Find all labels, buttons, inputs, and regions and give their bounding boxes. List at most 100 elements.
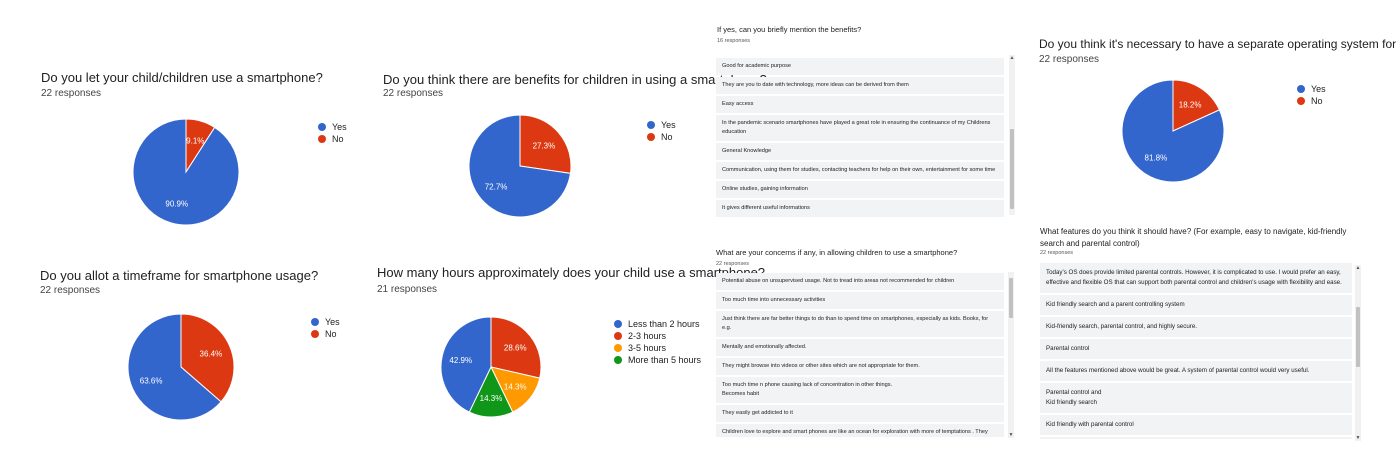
response-count: 22 responses xyxy=(41,88,102,99)
scrollbar[interactable]: ▼ xyxy=(1008,272,1014,438)
legend-swatch xyxy=(311,330,319,338)
legend-swatch xyxy=(1297,85,1305,93)
answer-list[interactable]: Potential abuse on unsupervised usage. N… xyxy=(716,273,1004,437)
legend-label: More than 5 hours xyxy=(628,355,702,365)
pie-slice-yes xyxy=(1121,79,1225,183)
legend-swatch xyxy=(614,344,622,352)
response-count: 22 responses xyxy=(383,88,444,99)
pie-data-label: 72.7% xyxy=(485,183,508,192)
pie-slice-yes xyxy=(468,114,572,218)
answer-item: Kid-friendly search, parental control, a… xyxy=(1040,317,1352,337)
legend-item: No xyxy=(318,133,347,145)
legend-swatch xyxy=(1297,97,1305,105)
legend-item: No xyxy=(647,131,676,143)
answer-item: In the pandemic scenario smartphones hav… xyxy=(716,115,1004,141)
legend-label: Yes xyxy=(325,317,340,327)
response-count: 22 responses xyxy=(716,261,750,267)
answer-item: Too much time into unnecessary activitie… xyxy=(716,292,1004,309)
response-count: 16 responses xyxy=(717,38,751,44)
answer-item: Online studies, gaining information xyxy=(716,181,1004,198)
answer-item: They are you to date with technology, mo… xyxy=(716,77,1004,94)
legend-swatch xyxy=(647,133,655,141)
answer-item: Mentally and emotionally affected. xyxy=(716,339,1004,356)
pie-slice-less-than-2-hours xyxy=(440,316,492,413)
answer-item: They easily get addicted to it xyxy=(716,405,1004,422)
chart-legend: Yes No xyxy=(1297,83,1326,107)
pie-data-label: 14.3% xyxy=(480,394,503,403)
response-count: 21 responses xyxy=(377,284,438,295)
scrollbar[interactable]: ▲ ▼ xyxy=(1355,265,1361,441)
answer-item: Children love to explore and smart phone… xyxy=(716,424,1004,437)
legend-item: Yes xyxy=(311,316,340,328)
response-count: 22 responses xyxy=(40,285,101,296)
pie-data-label: 9.1% xyxy=(186,136,204,145)
question-title: How many hours approximately does your c… xyxy=(377,265,766,280)
legend-label: Yes xyxy=(332,122,347,132)
scrollbar[interactable]: ▲ xyxy=(1009,55,1015,215)
legend-label: 2-3 hours xyxy=(628,331,667,341)
legend-item: Yes xyxy=(1297,83,1326,95)
pie-slice-no xyxy=(519,114,572,174)
pie-data-label: 81.8% xyxy=(1145,154,1168,163)
pie-data-label: 42.9% xyxy=(449,356,472,365)
answer-item: They might browse into videos or other s… xyxy=(716,358,1004,375)
pie-slice-2-3-hours xyxy=(490,316,542,379)
legend-swatch xyxy=(647,121,655,129)
scroll-thumb[interactable] xyxy=(1009,278,1013,318)
pie-data-label: 28.6% xyxy=(504,344,527,353)
legend-swatch xyxy=(614,356,622,364)
question-title: What features do you think it should hav… xyxy=(1040,227,1347,248)
pie-slice-yes xyxy=(132,118,240,226)
answer-item: All the features mentioned above would b… xyxy=(1040,361,1352,381)
legend-item: 3-5 hours xyxy=(614,342,701,354)
legend-item: Yes xyxy=(318,121,347,133)
answer-list[interactable]: Today's OS does provide limited parental… xyxy=(1040,263,1352,439)
response-count: 22 responses xyxy=(1040,250,1074,256)
question-title: Do you allot a timeframe for smartphone … xyxy=(40,268,319,283)
scroll-down-icon[interactable]: ▼ xyxy=(1355,435,1361,441)
scroll-thumb[interactable] xyxy=(1010,129,1014,209)
question-title: What are your concerns if any, in allowi… xyxy=(716,248,958,257)
answer-item: Just think there are far better things t… xyxy=(716,311,1004,337)
legend-item: Less than 2 hours xyxy=(614,318,701,330)
legend-item: 2-3 hours xyxy=(614,330,701,342)
pie-data-label: 90.9% xyxy=(165,200,188,209)
question-title: If yes, can you briefly mention the bene… xyxy=(717,25,862,34)
legend-swatch xyxy=(318,135,326,143)
answer-item: Parental control and Kid friendly search xyxy=(1040,383,1352,413)
legend-label: No xyxy=(325,329,337,339)
pie-slice-yes xyxy=(127,313,222,421)
legend-swatch xyxy=(318,123,326,131)
answer-item: General Knowledge xyxy=(716,143,1004,160)
legend-label: No xyxy=(332,134,344,144)
chart-legend: Yes No xyxy=(311,316,340,340)
answer-item: Communication, using them for studies, c… xyxy=(716,162,1004,179)
legend-label: Yes xyxy=(661,120,676,130)
pie-data-label: 36.4% xyxy=(200,349,223,358)
chart-legend: Less than 2 hours 2-3 hours 3-5 hours More … xyxy=(614,318,701,366)
scroll-down-icon[interactable]: ▼ xyxy=(1008,432,1014,438)
scroll-thumb[interactable] xyxy=(1356,307,1360,367)
answer-item: Kid friendly with parental control xyxy=(1040,415,1352,435)
pie-slice-no xyxy=(1172,79,1221,132)
question-title: Do you let your child/children use a sma… xyxy=(41,70,323,85)
chart-legend: Yes No xyxy=(318,121,347,145)
question-title: Do you think it's necessary to have a se… xyxy=(1039,37,1400,51)
legend-swatch xyxy=(614,332,622,340)
answer-item: Parental control xyxy=(1040,339,1352,359)
answer-item: Educative contents, parental control, Ab… xyxy=(1040,437,1352,439)
legend-swatch xyxy=(311,318,319,326)
answer-list[interactable]: Good for academic purpose They are you to… xyxy=(716,58,1004,218)
scroll-up-icon[interactable]: ▲ xyxy=(1355,265,1361,271)
answer-item: Today's OS does provide limited parental… xyxy=(1040,263,1352,293)
pie-data-label: 63.6% xyxy=(140,377,163,386)
legend-swatch xyxy=(614,320,622,328)
legend-item: No xyxy=(311,328,340,340)
scroll-up-icon[interactable]: ▲ xyxy=(1009,55,1015,61)
legend-item: No xyxy=(1297,95,1326,107)
answer-item: Easy access xyxy=(716,96,1004,113)
